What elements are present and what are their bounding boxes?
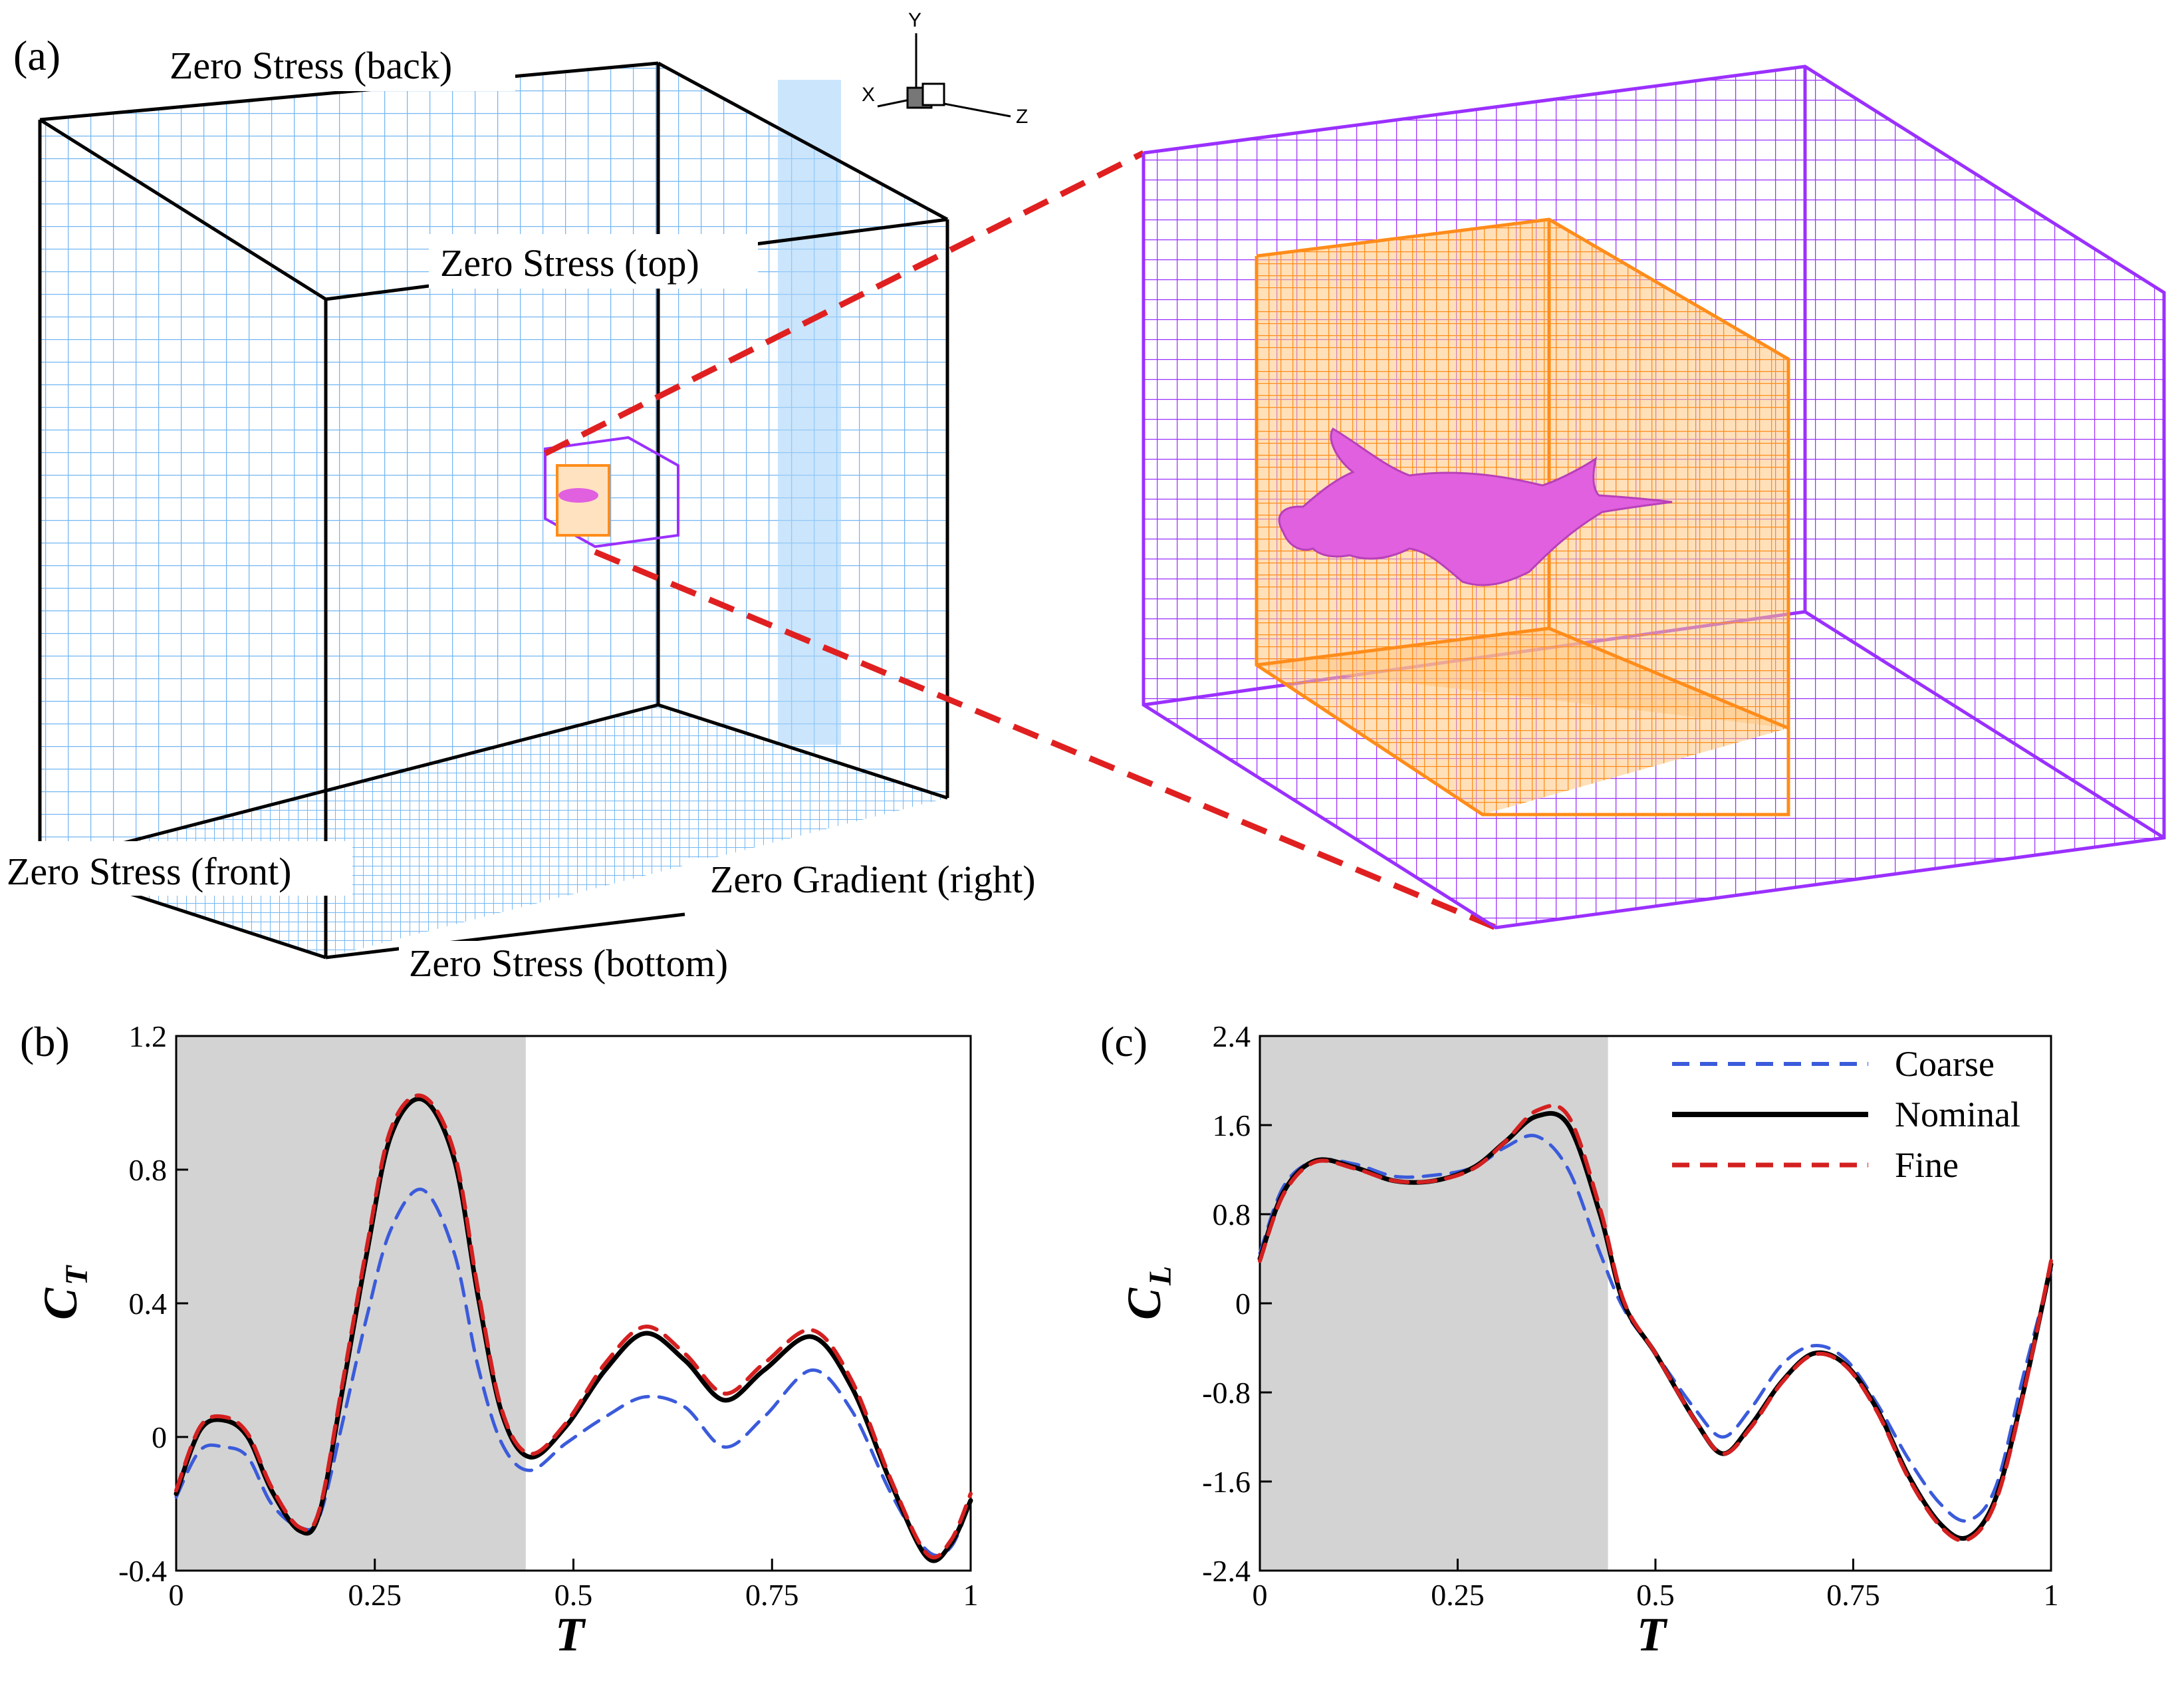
panel-a-label: (a) [13, 32, 61, 79]
cl-xtick-label: 1 [2044, 1578, 2059, 1612]
label-zero-stress-front: Zero Stress (front) [7, 850, 291, 893]
panel-b-label: (b) [20, 1018, 70, 1065]
cl-ytick-label: -0.8 [1202, 1376, 1251, 1410]
cl-shaded-region [1260, 1036, 1608, 1571]
manta-ray-body [1278, 428, 1673, 586]
ct-ylabel-sub: T [59, 1265, 94, 1285]
ct-ytick-label: -0.4 [118, 1554, 167, 1588]
ct-ytick-label: 0.4 [129, 1287, 168, 1321]
ct-xtick-label: 0.75 [745, 1578, 799, 1612]
cl-series-fine [1258, 1103, 2053, 1543]
label-zero-stress-top: Zero Stress (top) [440, 241, 699, 285]
cl-xlabel: T [1637, 1608, 1668, 1661]
small-nested-boxes [544, 436, 679, 549]
outer-frame [38, 61, 949, 960]
ct-ytick-label: 1.2 [129, 1019, 168, 1053]
cl-ytick-label: 2.4 [1213, 1019, 1251, 1053]
legend-label-fine: Fine [1895, 1145, 1959, 1185]
cl-xtick-label: 0.25 [1431, 1578, 1485, 1612]
triad-x-label: X [862, 84, 875, 106]
plot-cl: 0 0.25 0.5 0.75 1 -2.4 -1.6 -0.8 0 0.8 1.6 2.4 (c)… [1100, 1018, 2059, 1661]
legend-label-nominal: Nominal [1895, 1095, 2020, 1134]
ct-xtick-label: 0 [169, 1578, 184, 1612]
triad-y-label: Y [908, 9, 921, 31]
plot-ct: 0 0.25 0.5 0.75 1 -0.400.40.81.2 (b) T C T [20, 1018, 979, 1661]
cl-ytick-label: 0 [1235, 1287, 1251, 1321]
ct-xtick-label: 1 [963, 1578, 979, 1612]
right-dense-band [778, 80, 841, 745]
ct-series-fine [174, 1093, 973, 1560]
zoomed-refinement-region [1142, 65, 2166, 930]
cl-ytick-label: 0.8 [1213, 1198, 1251, 1231]
ct-ytick-label: 0.8 [129, 1153, 168, 1187]
panel-c-label: (c) [1100, 1018, 1148, 1065]
triad-z-label: Z [1016, 106, 1028, 128]
cl-ytick-label: -1.6 [1202, 1465, 1251, 1499]
label-zero-stress-back: Zero Stress (back) [170, 44, 452, 87]
cl-ytick-label: 1.6 [1213, 1108, 1251, 1142]
ct-shaded-region [176, 1036, 526, 1571]
cl-series-coarse [1258, 1134, 2053, 1523]
axis-triad [877, 33, 1011, 118]
purple-right-face [1805, 66, 2164, 838]
cl-ylabel-sub: L [1143, 1266, 1178, 1286]
cl-ytick-label: -2.4 [1202, 1554, 1251, 1588]
ct-xlabel: T [555, 1608, 586, 1661]
legend: Coarse Nominal Fine [1672, 1044, 2020, 1185]
label-zero-gradient-right: Zero Gradient (right) [710, 858, 1036, 901]
zoom-lines [543, 150, 1497, 931]
ct-ytick-label: 0 [152, 1420, 167, 1454]
cl-xtick-label: 0.75 [1826, 1578, 1880, 1612]
ct-ylabel: C [34, 1287, 87, 1320]
legend-label-coarse: Coarse [1895, 1044, 1995, 1084]
ct-xtick-label: 0.25 [348, 1578, 402, 1612]
cl-xtick-label: 0 [1253, 1578, 1268, 1612]
ct-xtick-label: 0.5 [554, 1578, 593, 1612]
cl-xtick-label: 0.5 [1636, 1578, 1675, 1612]
label-zero-stress-bottom: Zero Stress (bottom) [409, 942, 728, 985]
cl-ylabel: C [1118, 1287, 1171, 1320]
panel-a-domain: Y X Z Zero Stress (back) Zero Stress (to… [0, 9, 1497, 995]
